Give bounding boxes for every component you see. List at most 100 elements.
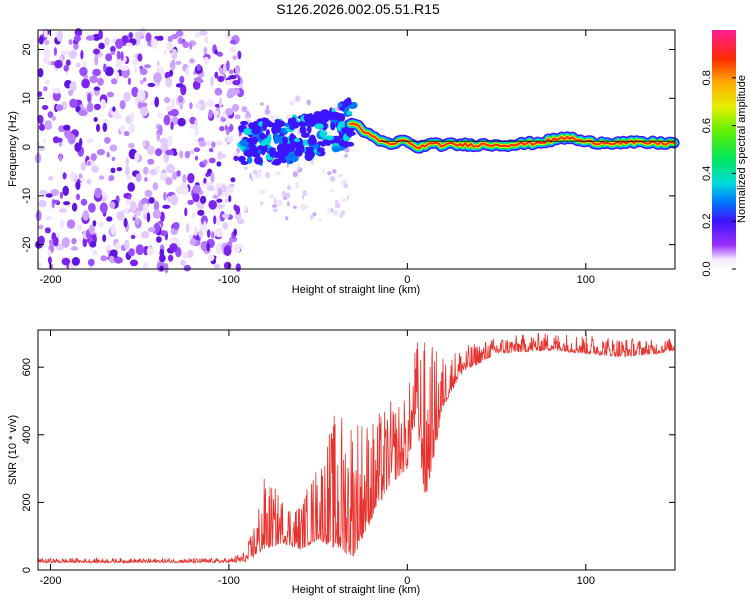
spectrogram-noise-blob: [182, 174, 187, 184]
colorbar-tick-label: 0.8: [701, 70, 713, 85]
spectrogram-noise-blob: [82, 210, 90, 221]
spectrogram-noise-blob: [196, 64, 202, 71]
spectrogram-noise-blob: [297, 163, 300, 170]
spectrogram-noise-blob: [215, 140, 224, 146]
spectrogram-noise-blob: [133, 66, 138, 73]
spectrogram-noise-blob: [260, 102, 264, 106]
spectrogram-noise-blob: [334, 203, 341, 208]
spectrogram-noise-blob: [80, 49, 84, 60]
spectrogram-ridge-blob: [273, 132, 280, 142]
spectrogram-noise-blob: [134, 97, 139, 107]
snr-border: [37, 329, 676, 571]
spectrogram-noise-blob: [155, 148, 162, 157]
spectrogram-noise-blob: [191, 212, 196, 219]
spectrogram-noise-blob: [106, 216, 113, 222]
spectrogram-noise-blob: [156, 60, 160, 67]
spectrogram-ridge-blob: [263, 120, 272, 126]
spectrogram-noise-blob: [222, 222, 229, 230]
spectrogram-noise-blob: [239, 83, 243, 90]
spectrogram-noise-blob: [61, 257, 71, 266]
colorbar-tick-label: 0.4: [701, 166, 713, 181]
spectrogram-noise-blob: [166, 135, 173, 147]
spectrogram-noise-blob: [35, 210, 42, 222]
spectrogram-ridge-blob: [330, 123, 336, 131]
spectrogram-noise-blob: [167, 110, 175, 116]
spectrogram-noise-blob: [228, 195, 232, 203]
spectrogram-noise-blob: [152, 209, 162, 219]
spectrogram-noise-blob: [98, 175, 105, 180]
spectrogram-noise-blob: [110, 51, 116, 56]
spectrogram-noise-blob: [116, 50, 121, 61]
spectrogram-noise-blob: [212, 194, 219, 199]
spectrogram-noise-blob: [159, 265, 164, 272]
spectrogram-noise-blob: [116, 211, 125, 221]
spectrogram-noise-blob: [36, 261, 42, 268]
spectrogram-noise-blob: [285, 192, 291, 199]
spectrogram-noise-blob: [195, 103, 202, 109]
spectrogram-ridge-blob: [294, 138, 300, 143]
spectrogram-noise-blob: [164, 263, 169, 274]
spectrogram-noise-blob: [114, 113, 122, 120]
spectrogram-noise-blob: [36, 142, 42, 147]
spectrogram-noise-blob: [123, 217, 128, 228]
spectrogram-noise-blob: [217, 75, 225, 83]
spectrogram-noise-blob: [302, 204, 308, 210]
spectrogram-noise-blob: [78, 109, 88, 117]
spectrogram-noise-blob: [169, 243, 178, 252]
spectrogram-noise-blob: [155, 165, 160, 173]
spectrogram-noise-blob: [94, 54, 99, 66]
colorbar-label: Normalized spectral amplitude: [736, 75, 748, 223]
spectrogram-noise-blob: [187, 249, 194, 258]
spectrogram-ridge-blob: [289, 125, 296, 130]
spectrogram-noise-blob: [124, 239, 130, 250]
spectrogram-noise-blob: [281, 191, 286, 198]
spectrogram-ridge-blob: [325, 135, 334, 141]
spectrogram-noise-blob: [128, 142, 135, 149]
spectrogram-noise-blob: [333, 209, 339, 216]
spectrogram-noise-blob: [79, 67, 88, 77]
spectrogram-noise-blob: [112, 106, 116, 112]
spectrogram-noise-blob: [135, 244, 145, 256]
spectrogram-ridge-blob: [332, 145, 340, 153]
figure-title: S126.2026.002.05.51.R15: [276, 1, 440, 17]
spectrogram-noise-blob: [218, 153, 227, 158]
spectrogram-noise-blob: [132, 216, 136, 221]
spectrogram-ridge-blob: [246, 156, 253, 164]
spectrogram-noise-blob: [275, 171, 281, 176]
spectrogram-ridge-band: [349, 122, 676, 150]
spectrogram-noise-blob: [80, 161, 87, 171]
spectrogram-ridge-blob: [321, 121, 328, 131]
spectrogram-noise-blob: [94, 187, 103, 199]
spectrogram-ridge-blob: [330, 111, 340, 117]
spectrogram-noise-blob: [228, 69, 234, 75]
spectrogram-ridge-blob: [282, 136, 288, 145]
spectrogram-noise-blob: [102, 122, 108, 132]
spectrogram-ridge-blob: [259, 132, 266, 140]
spectrogram-noise-blob: [269, 194, 275, 199]
spectrogram-noise-blob: [91, 165, 99, 173]
spectrogram-noise-blob: [203, 221, 207, 230]
spectrogram-noise-blob: [75, 105, 81, 113]
spectrogram-noise-blob: [271, 116, 276, 123]
spectrogram-ridge-blob: [347, 104, 358, 109]
spectrogram-noise-blob: [163, 49, 167, 56]
spectrogram-noise-blob: [329, 176, 336, 182]
spectrogram-noise-blob: [274, 197, 277, 205]
snr-panel: -200 -100 0 100 0 200 400 600 Height of straig…: [7, 329, 676, 596]
spectrogram-noise-blob: [347, 195, 350, 200]
spectrogram-ridge-blob: [333, 137, 341, 144]
spectrogram-x-ticks: -200 -100 0 100: [39, 30, 595, 286]
spectrogram-noise-blob: [68, 89, 74, 96]
spectrogram-ridge-blob: [274, 124, 282, 134]
spectrogram-noise-blob: [134, 152, 140, 162]
spectrogram-noise-blob: [234, 114, 241, 120]
spectrogram-noise-blob: [103, 63, 107, 73]
spectrogram-noise-blob: [163, 191, 167, 201]
spectrogram-noise-blob: [189, 238, 197, 246]
spectrogram-noise-blob: [116, 59, 123, 69]
spectrogram-noise-blob: [62, 185, 69, 196]
spectrogram-noise-blob: [214, 49, 218, 55]
spectrogram-noise-blob: [71, 257, 80, 266]
spectrogram-noise-blob: [206, 100, 214, 107]
spectrogram-ridge-blob: [249, 144, 257, 150]
